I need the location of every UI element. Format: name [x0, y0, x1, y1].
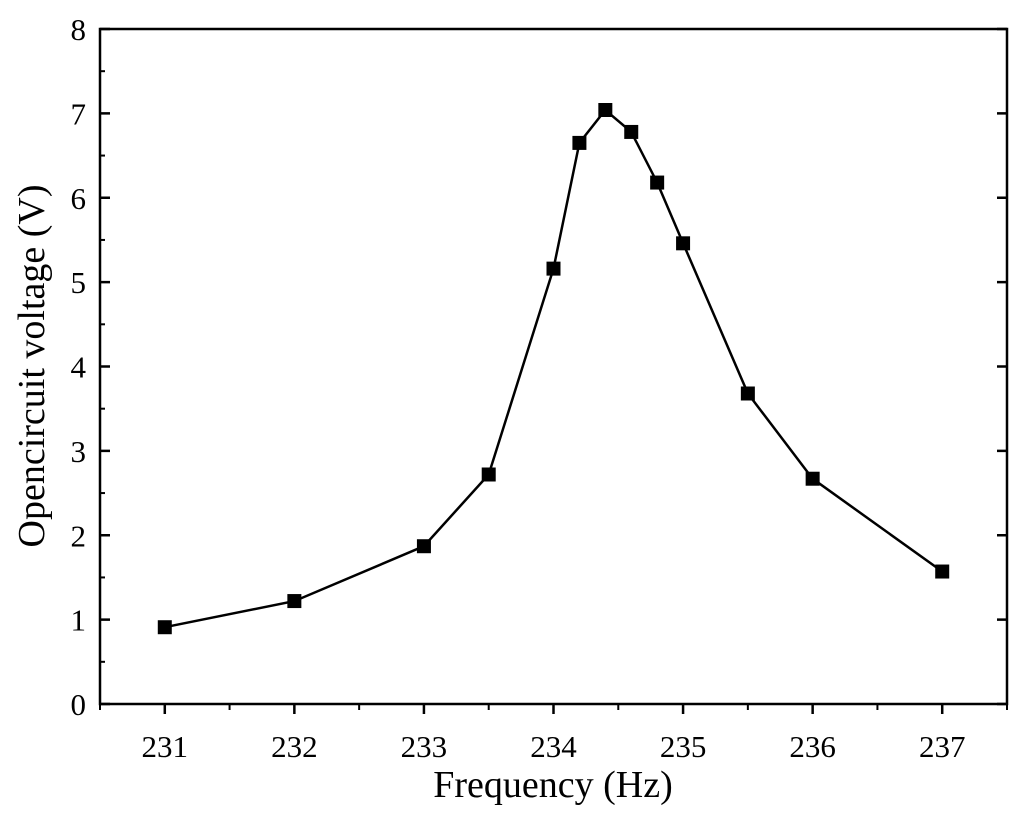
x-tick-label: 234: [530, 729, 577, 764]
x-tick-label: 232: [271, 729, 318, 764]
y-tick-label: 7: [71, 96, 87, 131]
data-point: [650, 175, 665, 190]
data-point: [624, 124, 639, 139]
data-point: [572, 135, 587, 150]
data-point: [935, 564, 950, 579]
data-point: [805, 471, 820, 486]
y-axis: 0 1 2 3 4 5 6 7 8: [71, 12, 1007, 722]
data-series: [157, 103, 950, 635]
x-axis-title: Frequency (Hz): [433, 764, 673, 806]
y-tick-label: 3: [71, 434, 87, 469]
x-tick-label: 231: [142, 729, 189, 764]
y-tick-label: 4: [71, 350, 87, 385]
x-tick-label: 233: [401, 729, 448, 764]
data-point: [287, 594, 302, 609]
x-tick-label: 237: [919, 729, 966, 764]
x-tick-label: 235: [660, 729, 707, 764]
plot-frame: [98, 27, 1009, 706]
y-tick-label: 1: [71, 603, 87, 638]
data-point: [598, 103, 613, 117]
y-tick-label: 0: [71, 687, 87, 722]
data-point: [157, 620, 172, 635]
x-axis: 231 232 233 234 235 236 237: [99, 704, 1008, 764]
data-point: [546, 261, 561, 276]
series-line: [164, 108, 943, 629]
data-point: [481, 467, 496, 482]
x-tick-label: 236: [789, 729, 836, 764]
data-point: [416, 539, 431, 554]
y-tick-label: 5: [71, 265, 87, 300]
data-point: [740, 386, 755, 401]
data-point: [676, 236, 691, 251]
y-tick-label: 2: [71, 518, 87, 553]
y-tick-label: 8: [71, 12, 87, 47]
y-axis-title: Opencircuit voltage (V): [11, 185, 53, 548]
y-tick-label: 6: [71, 181, 87, 216]
